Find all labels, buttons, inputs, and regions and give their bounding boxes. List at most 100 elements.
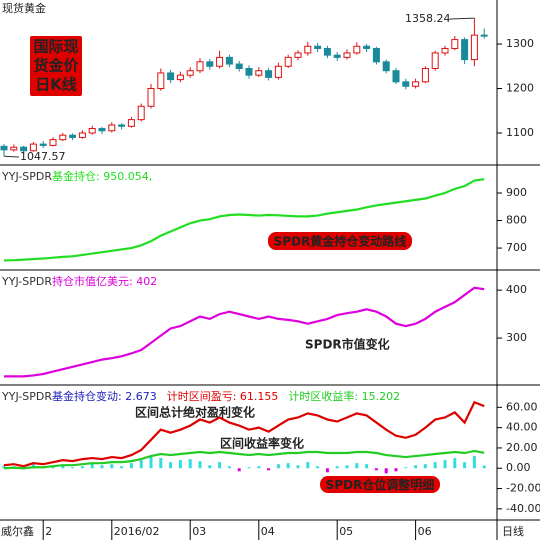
x-tick-label: 2 xyxy=(45,525,52,538)
y-tick-label: -40.00 xyxy=(506,502,540,515)
series-line xyxy=(3,449,485,470)
candle-body xyxy=(147,88,155,107)
candle-body xyxy=(108,124,116,132)
candle-body xyxy=(451,39,459,49)
annotation-text: 货金价 xyxy=(33,57,79,75)
bar xyxy=(208,465,212,469)
bar xyxy=(463,462,467,469)
candle-body xyxy=(314,45,322,49)
y-tick-label: 60.00 xyxy=(506,400,538,413)
annotation-box xyxy=(320,476,440,493)
bar xyxy=(188,459,192,469)
min-pointer xyxy=(3,155,20,158)
bar xyxy=(149,456,153,469)
bar xyxy=(276,464,280,469)
min-label: 1047.57 xyxy=(20,150,66,163)
candle-body xyxy=(196,61,204,72)
bar xyxy=(257,466,261,469)
candle-body xyxy=(412,81,420,87)
y-tick-label: 800 xyxy=(506,214,527,227)
candle-body xyxy=(186,70,194,76)
series-label: 基金持仓变动: 2.673 xyxy=(52,389,157,403)
source-label: YYJ-SPDR xyxy=(1,170,52,183)
candle-body xyxy=(235,63,243,69)
series-line xyxy=(3,178,485,262)
bar xyxy=(394,468,398,472)
bar xyxy=(345,465,349,469)
candle-body xyxy=(480,34,488,37)
y-tick-label: 1200 xyxy=(506,82,534,95)
bar xyxy=(472,456,476,469)
panel-header: YYJ-SPDR基金持仓: 950.054, xyxy=(1,169,152,183)
candle-body xyxy=(284,56,292,67)
max-pointer xyxy=(449,17,475,20)
bar xyxy=(443,460,447,469)
bar xyxy=(384,468,388,474)
candle-body xyxy=(323,47,331,56)
bar xyxy=(110,464,114,469)
candle-body xyxy=(157,72,165,90)
y-tick-label: 400 xyxy=(506,283,527,296)
bar xyxy=(355,463,359,469)
candle-body xyxy=(353,45,361,54)
candle-body xyxy=(333,54,341,58)
annotation-text: SPDR黄金持仓变动路线 xyxy=(274,234,407,249)
annotation-text: 区间总计绝对盈利变化 xyxy=(135,405,255,420)
bar xyxy=(120,466,124,469)
candle-body xyxy=(470,34,478,61)
chart-title: 现货黄金 xyxy=(2,1,46,15)
series-label: 基金持仓: 950.054, xyxy=(52,169,152,183)
candle-body xyxy=(216,56,224,67)
bar xyxy=(335,466,339,469)
bar xyxy=(159,458,163,469)
bar xyxy=(178,460,182,469)
candle-body xyxy=(255,70,263,76)
annotation-text: SPDR市值变化 xyxy=(305,337,390,352)
candle-body xyxy=(402,81,410,87)
x-tick-label: 03 xyxy=(192,525,206,538)
annotation-text: 区间收益率变化 xyxy=(220,436,304,451)
candle-body xyxy=(167,72,175,81)
candle-body xyxy=(363,45,371,49)
bar xyxy=(2,465,6,469)
candle-body xyxy=(39,143,47,146)
candle-body xyxy=(382,61,390,72)
bar xyxy=(306,462,310,469)
bar xyxy=(139,460,143,469)
panel-header: YYJ-SPDR持仓市值亿美元: 402 xyxy=(1,274,157,288)
candle-body xyxy=(20,146,28,152)
bar xyxy=(325,468,329,473)
bar xyxy=(296,465,300,469)
series-label: 计时区间盈亏: 61.155 xyxy=(167,390,279,403)
candle-body xyxy=(274,65,282,78)
x-axis-left-label: 威尔鑫 xyxy=(1,524,34,538)
candle-body xyxy=(88,128,96,134)
candle-body xyxy=(69,134,77,138)
bar xyxy=(404,467,408,469)
candle-body xyxy=(118,124,126,127)
candle-body xyxy=(294,52,302,58)
candle-body xyxy=(372,47,380,63)
annotation-box xyxy=(30,36,82,96)
bar xyxy=(237,468,241,472)
annotation-text: 日K线 xyxy=(35,76,77,94)
y-tick-label: 900 xyxy=(506,186,527,199)
panel-header: YYJ-SPDR基金持仓变动: 2.673 计时区间盈亏: 61.155 计时区收益… xyxy=(1,389,400,403)
candle-body xyxy=(0,145,8,151)
candle-body xyxy=(441,47,449,54)
bar xyxy=(365,464,369,469)
bar xyxy=(286,463,290,469)
bar xyxy=(100,465,104,469)
source-label: YYJ-SPDR xyxy=(1,275,52,288)
candle-body xyxy=(343,52,351,58)
y-tick-label: 20.00 xyxy=(506,441,538,454)
series-line xyxy=(3,400,485,468)
candle-body xyxy=(176,74,184,81)
bar xyxy=(169,462,173,469)
series-line xyxy=(4,286,485,378)
candle-body xyxy=(421,67,429,83)
bar xyxy=(414,465,418,469)
bar xyxy=(198,461,202,469)
bar xyxy=(247,467,251,469)
